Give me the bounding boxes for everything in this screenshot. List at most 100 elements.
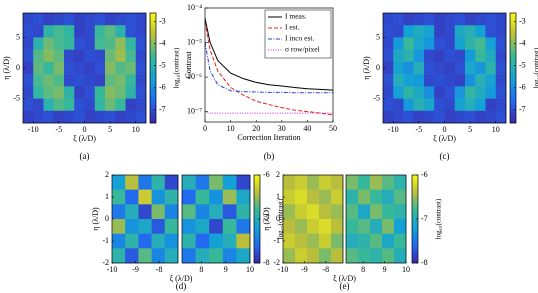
heat-cell — [444, 49, 456, 63]
heat-cell — [182, 233, 196, 249]
heat-cell — [307, 233, 320, 249]
heat-cell — [454, 37, 466, 50]
heat-cell — [413, 86, 425, 99]
colorbar-swatch — [254, 238, 260, 242]
heat-cell — [53, 74, 65, 87]
colorbar-swatch — [150, 109, 156, 113]
heat-cell — [495, 49, 507, 63]
heat-cell — [403, 98, 415, 112]
y-tick-label: 0 — [276, 214, 280, 223]
heat-cell — [53, 61, 65, 75]
heat-cell — [135, 37, 147, 50]
y-tick-label: 2 — [105, 170, 109, 179]
colorbar-swatch — [150, 101, 156, 105]
colorbar-swatch — [254, 230, 260, 233]
colorbar-label: log₁₀(contrast) — [435, 198, 443, 239]
heat-cell — [370, 233, 383, 249]
heat-cell — [115, 49, 126, 63]
heat-cell — [195, 189, 210, 205]
colorbar-swatch — [412, 199, 418, 202]
heat-cell — [115, 110, 126, 124]
heat-cell — [393, 98, 404, 112]
y-tick-label: 10⁻⁷ — [187, 106, 202, 115]
heat-cell — [23, 61, 34, 75]
y-tick-label: 2 — [276, 170, 280, 179]
heat-cell — [33, 110, 44, 124]
heat-cell — [135, 13, 147, 26]
colorbar-swatch — [254, 181, 260, 185]
heat-cell — [383, 13, 394, 26]
heat-cell — [94, 61, 106, 75]
heat-cell — [151, 204, 166, 220]
heat-cell — [115, 74, 126, 87]
colorbar-swatch — [510, 32, 516, 36]
x-tick-label: 10 — [132, 125, 140, 134]
heat-cell — [475, 61, 486, 75]
heat-cell — [403, 25, 415, 38]
heat-cell — [485, 25, 497, 38]
x-axis-label: Correction Iteration — [237, 133, 300, 142]
heat-cell — [236, 233, 251, 249]
heat-cell — [53, 98, 65, 112]
colorbar-swatch — [254, 192, 260, 196]
heat-cell — [209, 189, 224, 205]
colorbar-tick-label: -8 — [421, 258, 428, 267]
heat-cell — [283, 248, 296, 264]
heat-cell — [222, 233, 237, 249]
colorbar-swatch — [254, 179, 260, 182]
x-tick-label: 5 — [468, 125, 472, 134]
colorbar-swatch — [254, 227, 260, 231]
heat-cell — [115, 37, 126, 50]
heat-cell — [151, 233, 166, 249]
heat-cell — [164, 248, 179, 264]
colorbar-swatch — [510, 48, 516, 52]
y-tick-label: 0 — [105, 214, 109, 223]
heat-cell — [358, 248, 371, 264]
heat-cell — [64, 98, 75, 112]
heat-cell — [222, 219, 237, 234]
colorbar-swatch — [412, 245, 418, 248]
panel-caption: (e) — [340, 281, 350, 291]
heat-cell — [84, 74, 96, 87]
heat-cell — [403, 74, 415, 87]
colorbar-tick-label: -5 — [159, 61, 166, 70]
heat-cell — [115, 98, 126, 112]
heat-cell — [475, 37, 486, 50]
colorbar-swatch — [510, 54, 516, 58]
colorbar-swatch — [412, 181, 418, 185]
colorbar-swatch — [254, 234, 260, 237]
heat-cell — [465, 86, 476, 99]
heat-cell — [382, 233, 395, 249]
series-line — [204, 18, 334, 91]
heat-cell — [403, 13, 415, 26]
colorbar-swatch — [150, 73, 156, 77]
y-tick-label: 10⁻⁶ — [187, 72, 202, 81]
heat-cell — [424, 25, 435, 38]
colorbar-swatch — [510, 79, 516, 83]
colorbar-swatch — [254, 254, 260, 257]
heat-cell — [424, 74, 435, 87]
heat-cell — [84, 110, 96, 124]
x-tick-label: 9 — [383, 265, 387, 274]
heat-cell — [403, 61, 415, 75]
heat-cell — [33, 13, 44, 26]
heat-cell — [94, 13, 106, 26]
y-tick-label: -5 — [373, 93, 380, 102]
heat-cell — [164, 233, 179, 249]
heat-cell — [195, 233, 210, 249]
heat-cell — [382, 248, 395, 264]
heat-cell — [33, 74, 44, 87]
heat-cell — [413, 98, 425, 112]
plot-frame — [181, 174, 251, 264]
y-tick-label: 1 — [105, 192, 109, 201]
heat-cell — [53, 49, 65, 63]
heat-cell — [33, 61, 44, 75]
y-tick-label: 5 — [16, 32, 20, 41]
colorbar-swatch — [254, 249, 260, 253]
heat-cell — [403, 37, 415, 50]
colorbar-swatch — [412, 212, 418, 215]
heat-cell — [307, 219, 320, 234]
heat-cell — [222, 175, 237, 190]
heat-cell — [64, 25, 75, 38]
heat-cell — [105, 49, 116, 63]
